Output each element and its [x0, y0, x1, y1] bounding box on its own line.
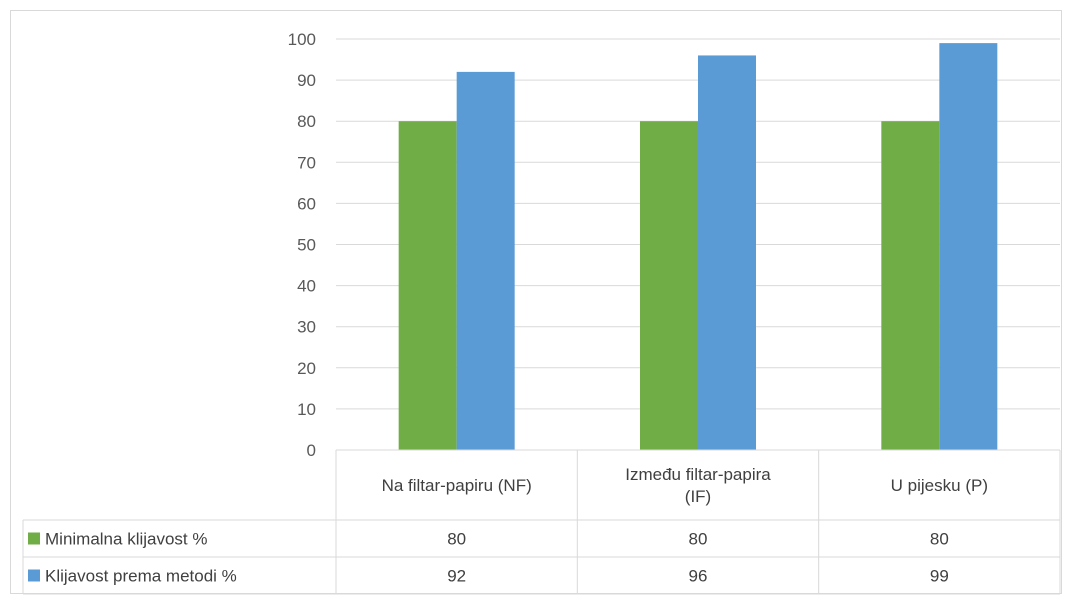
bar-metoda-2	[939, 43, 998, 451]
table-cell-value: 80	[930, 530, 949, 549]
table-cell-value: 99	[930, 567, 949, 586]
legend-key-1	[28, 569, 40, 582]
y-tick-label: 50	[297, 236, 316, 255]
series-name: Minimalna klijavost %	[45, 530, 208, 549]
table-cell-value: 80	[689, 530, 708, 549]
table-cell-value: 96	[689, 567, 708, 586]
bar-metoda-1	[698, 55, 756, 450]
category-label: U pijesku (P)	[891, 476, 988, 495]
y-tick-label: 60	[297, 194, 316, 213]
bar-minimalna-0	[398, 121, 457, 450]
y-tick-label: 90	[297, 71, 316, 90]
category-label: (IF)	[685, 487, 711, 506]
series-name: Klijavost prema metodi %	[45, 567, 237, 586]
y-tick-label: 70	[297, 153, 316, 172]
y-tick-label: 20	[297, 359, 316, 378]
table-cell-value: 92	[447, 567, 466, 586]
y-tick-label: 0	[307, 441, 316, 460]
bar-minimalna-1	[640, 121, 698, 450]
legend-key-0	[28, 532, 40, 545]
y-tick-label: 40	[297, 277, 316, 296]
y-tick-label: 80	[297, 112, 316, 131]
bar-minimalna-2	[881, 121, 940, 450]
y-tick-label: 10	[297, 400, 316, 419]
table-cell-value: 80	[447, 530, 466, 549]
bar-metoda-0	[456, 71, 515, 450]
category-label: Između filtar-papira	[625, 465, 771, 484]
y-tick-label: 30	[297, 318, 316, 337]
category-label: Na filtar-papiru (NF)	[382, 476, 532, 495]
y-tick-label: 100	[288, 30, 316, 49]
